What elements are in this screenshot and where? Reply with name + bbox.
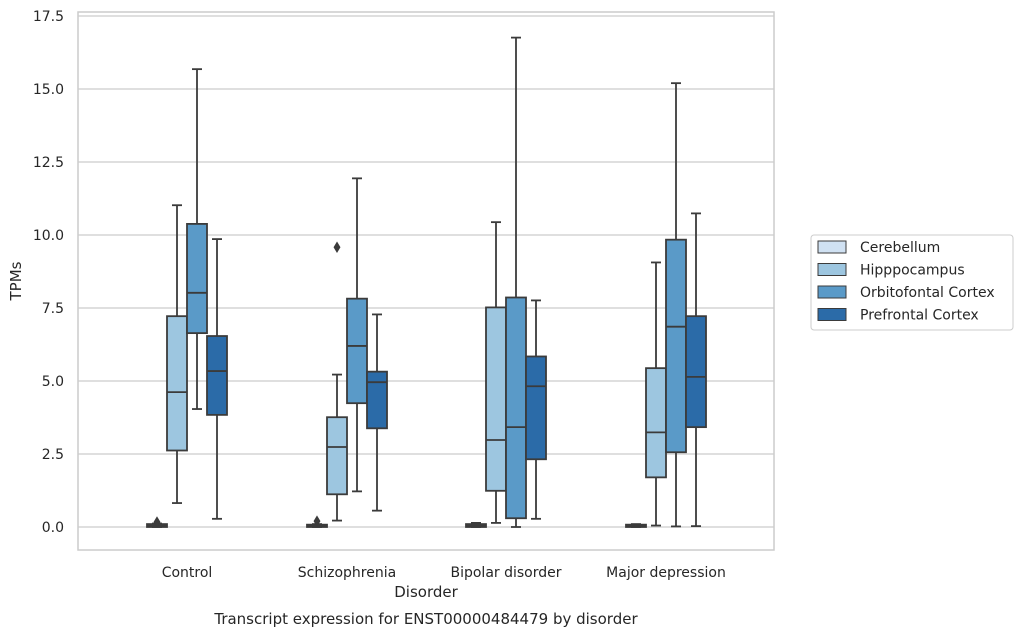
x-tick-label: Major depression bbox=[606, 565, 726, 581]
x-axis-ticks: Control Schizophrenia Bipolar disorder Majo… bbox=[162, 565, 726, 581]
box-iqr bbox=[505, 296, 527, 520]
legend-swatch bbox=[817, 308, 847, 321]
box-orbitofontal-cortex-0 bbox=[186, 68, 208, 410]
y-tick-label: 15.0 bbox=[33, 82, 64, 98]
y-tick-label: 2.5 bbox=[42, 447, 64, 463]
legend-frame bbox=[810, 234, 1014, 331]
outlier-point bbox=[153, 516, 161, 528]
legend: Cerebellum Hipppocampus Orbitofontal Corte… bbox=[810, 234, 1014, 331]
box-prefrontal-cortex-3 bbox=[685, 212, 707, 528]
legend-swatch bbox=[817, 240, 847, 254]
outlier-point bbox=[333, 241, 341, 254]
box-orbitofontal-cortex-3 bbox=[665, 82, 687, 528]
box-hipppocampus-0 bbox=[166, 204, 188, 504]
legend-swatch bbox=[817, 263, 847, 276]
box-iqr bbox=[525, 355, 547, 461]
y-tick-label: 7.5 bbox=[42, 301, 64, 317]
box-orbitofontal-cortex-1 bbox=[346, 177, 368, 493]
plot-frame bbox=[77, 11, 775, 551]
y-tick-label: 0.0 bbox=[42, 520, 64, 536]
box-cerebellum-3 bbox=[625, 523, 647, 528]
y-tick-label: 5.0 bbox=[42, 374, 64, 390]
x-tick-label: Schizophrenia bbox=[298, 565, 396, 581]
box-cerebellum-1 bbox=[306, 515, 328, 528]
box-hipppocampus-2 bbox=[485, 221, 507, 524]
y-tick-label: 12.5 bbox=[33, 155, 64, 171]
box-iqr bbox=[186, 223, 208, 335]
legend-entry: Prefrontal Cortex bbox=[860, 308, 979, 324]
y-axis-ticks: 0.0 2.5 5.0 7.5 10.0 12.5 15.0 17.5 bbox=[33, 9, 64, 536]
legend-entry: Cerebellum bbox=[860, 240, 940, 256]
box-iqr bbox=[485, 306, 507, 492]
box-orbitofontal-cortex-2 bbox=[505, 36, 527, 528]
box-cerebellum-0 bbox=[146, 516, 168, 528]
box-iqr bbox=[685, 315, 707, 429]
x-tick-label: Bipolar disorder bbox=[450, 565, 561, 581]
box-iqr bbox=[346, 297, 368, 405]
box-prefrontal-cortex-0 bbox=[206, 238, 228, 520]
box-prefrontal-cortex-2 bbox=[525, 299, 547, 520]
chart-title: Transcript expression for ENST0000048447… bbox=[213, 610, 638, 628]
box-cerebellum-2 bbox=[465, 522, 487, 528]
y-tick-label: 10.0 bbox=[33, 228, 64, 244]
box-iqr bbox=[166, 315, 188, 452]
box-prefrontal-cortex-1 bbox=[366, 313, 388, 512]
box-iqr bbox=[645, 367, 667, 479]
legend-entry: Hipppocampus bbox=[860, 263, 965, 279]
y-tick-label: 17.5 bbox=[33, 9, 64, 25]
box-iqr bbox=[326, 416, 348, 496]
box-iqr bbox=[366, 370, 388, 430]
legend-entry: Orbitofontal Cortex bbox=[860, 285, 995, 301]
y-axis-label: TPMs bbox=[7, 261, 25, 301]
x-tick-label: Control bbox=[162, 565, 213, 581]
x-axis-label: Disorder bbox=[394, 583, 458, 601]
box-iqr bbox=[665, 238, 687, 454]
box-groups bbox=[146, 36, 707, 528]
box-iqr bbox=[206, 335, 228, 416]
outlier-point bbox=[313, 515, 321, 527]
legend-swatch bbox=[817, 285, 847, 299]
box-hipppocampus-1 bbox=[326, 241, 348, 522]
box-hipppocampus-3 bbox=[645, 261, 667, 527]
